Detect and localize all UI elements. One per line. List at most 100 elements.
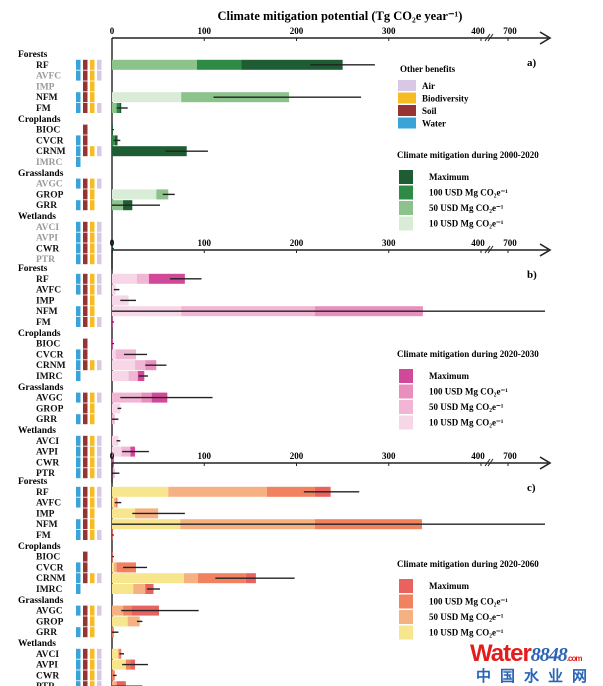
benefit-legend-label: Soil [422, 106, 437, 116]
benefit-water-marker [76, 562, 81, 573]
benefit-water-marker [76, 530, 81, 540]
benefit-air-marker [97, 146, 102, 157]
pathway-label-crnm: CRNM [36, 147, 66, 157]
benefit-soil-marker [83, 273, 88, 284]
pathway-label-grr: GRR [36, 628, 57, 638]
cost-legend-swatch [399, 625, 413, 640]
x-tick-label: 300 [382, 451, 396, 461]
bar-segment-c50 [168, 486, 267, 497]
benefit-soil-marker [83, 349, 88, 360]
benefit-soil-marker [83, 403, 88, 414]
cost-legend-label: 50 USD Mg CO₂e⁻¹ [429, 402, 504, 412]
benefit-legend-swatch [398, 80, 416, 91]
benefit-biodiversity-marker [90, 530, 95, 540]
benefit-air-marker [97, 317, 102, 327]
benefit-water-marker [76, 317, 81, 327]
bar-segment-max [241, 59, 343, 70]
pathway-label-imp: IMP [36, 82, 55, 92]
benefit-water-marker [76, 349, 81, 360]
cost-legend-swatch [399, 369, 413, 383]
benefit-legend-label: Air [422, 81, 435, 91]
benefit-air-marker [97, 243, 102, 254]
x-tick-label: 700 [503, 238, 517, 248]
benefit-soil-marker [83, 189, 88, 200]
benefit-air-marker [97, 392, 102, 403]
benefit-water-marker [76, 486, 81, 497]
bar-segment-c10 [112, 403, 121, 414]
benefit-water-marker [76, 157, 81, 167]
benefit-water-marker [76, 670, 81, 681]
group-label-grasslands: Grasslands [18, 169, 64, 179]
benefit-water-marker [76, 232, 81, 243]
benefit-soil-marker [83, 573, 88, 584]
benefit-biodiversity-marker [90, 254, 95, 265]
pathway-label-avci: AVCI [36, 650, 59, 660]
pathway-label-nfm: NFM [36, 520, 58, 530]
benefit-air-marker [97, 681, 102, 686]
pathway-label-grop: GROP [36, 617, 64, 627]
benefit-water-marker [76, 146, 81, 157]
benefit-biodiversity-marker [90, 189, 95, 200]
pathway-label-bioc: BIOC [36, 126, 60, 136]
pathway-label-fm: FM [36, 104, 51, 114]
benefit-biodiversity-marker [90, 497, 95, 508]
benefit-biodiversity-marker [90, 146, 95, 157]
cost-legend-swatch [399, 400, 413, 414]
cost-legend-swatch [399, 415, 413, 430]
x-tick-label: 200 [290, 451, 304, 461]
cost-legend: Climate mitigation during 2000-2020 Maxim… [397, 150, 539, 231]
bar-segment-c10 [112, 508, 136, 519]
bar-segment-c50 [128, 371, 138, 381]
benefit-water-marker [76, 221, 81, 232]
pathway-label-cvcr: CVCR [36, 136, 64, 146]
x-tick-label: 0 [110, 451, 115, 461]
benefit-soil-marker [83, 200, 88, 211]
pathway-label-bioc: BIOC [36, 340, 60, 350]
benefit-air-marker [97, 178, 102, 189]
pathway-label-cvcr: CVCR [36, 350, 64, 360]
cost-legend-label: 100 USD Mg CO₂e⁻¹ [429, 387, 508, 397]
benefit-soil-marker [83, 627, 88, 638]
benefit-biodiversity-marker [90, 360, 95, 371]
benefit-water-marker [76, 627, 81, 638]
benefit-water-marker [76, 200, 81, 211]
pathway-label-avfc: AVFC [36, 499, 61, 509]
benefit-soil-marker [83, 457, 88, 468]
benefit-legend-label: Water [422, 119, 446, 129]
benefit-air-marker [97, 103, 102, 113]
pathway-label-cwr: CWR [36, 244, 59, 254]
benefit-soil-marker [83, 295, 88, 306]
benefit-air-marker [97, 435, 102, 446]
cost-legend-swatch [399, 170, 413, 184]
benefit-soil-marker [83, 254, 88, 265]
bar-segment-c10 [112, 349, 116, 360]
bar-segment-c10 [112, 573, 184, 584]
bar-segment-c50 [112, 103, 117, 113]
watermark-number: 8848 [530, 644, 568, 666]
benefit-water-marker [76, 371, 81, 381]
chart-title: Climate mitigation potential (Tg CO₂e ye… [218, 9, 463, 23]
bar-segment-c10 [112, 616, 128, 627]
benefit-water-marker [76, 681, 81, 686]
panel-label: b) [527, 269, 537, 281]
benefit-water-marker [76, 648, 81, 659]
cost-legend-label: 100 USD Mg CO₂e⁻¹ [429, 597, 508, 607]
benefit-biodiversity-marker [90, 616, 95, 627]
pathway-label-avpi: AVPI [36, 234, 58, 244]
cost-legend-label: Maximum [429, 581, 469, 591]
benefit-soil-marker [83, 392, 88, 403]
cost-legend-label: Maximum [429, 172, 469, 182]
x-tick-label: 300 [382, 26, 396, 36]
benefit-biodiversity-marker [90, 403, 95, 414]
benefit-biodiversity-marker [90, 392, 95, 403]
pathway-label-rf: RF [36, 488, 49, 498]
cost-legend-label: 50 USD Mg CO₂e⁻¹ [429, 612, 504, 622]
benefit-soil-marker [83, 508, 88, 519]
benefit-soil-marker [83, 70, 88, 81]
bar-segment-c100 [266, 486, 315, 497]
bar-segment-c10 [112, 486, 169, 497]
pathway-label-grr: GRR [36, 415, 57, 425]
axis-break-mark [484, 458, 491, 467]
benefit-soil-marker [83, 221, 88, 232]
benefit-air-marker [97, 360, 102, 371]
